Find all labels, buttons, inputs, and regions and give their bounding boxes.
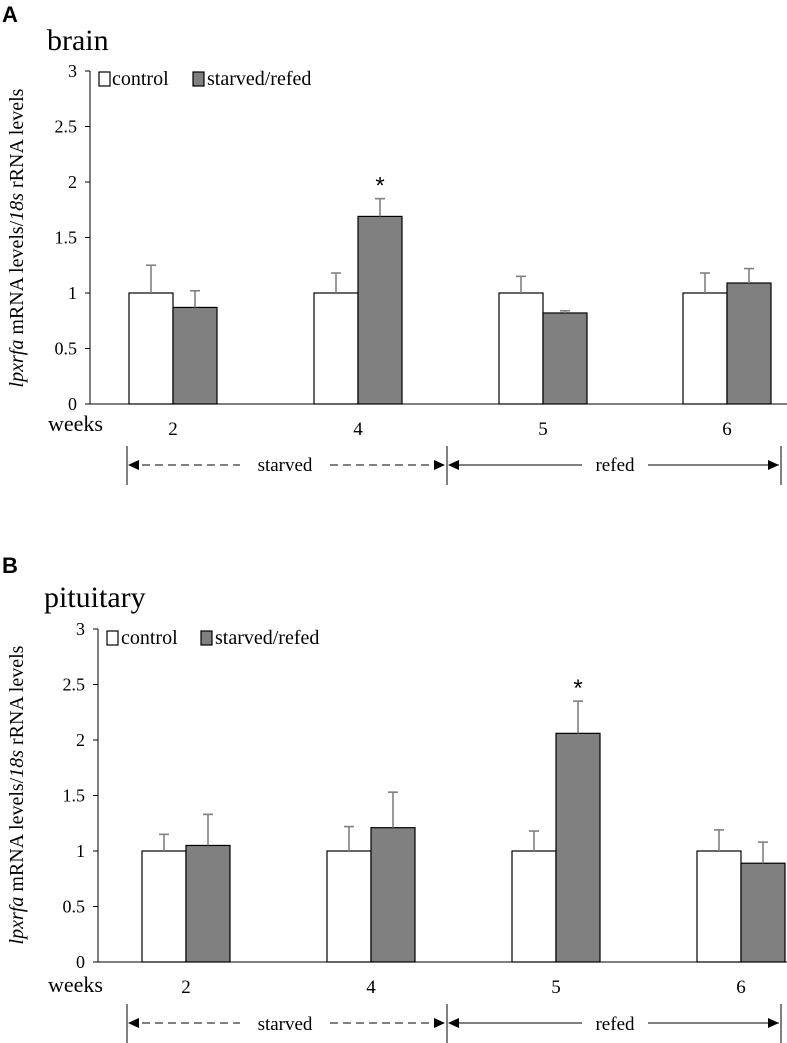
y-tick-label: 3 bbox=[68, 61, 77, 81]
significance-marker: * bbox=[573, 675, 582, 702]
chart-title: pituitary bbox=[44, 581, 146, 614]
legend-label-treated: starved/refed bbox=[207, 68, 311, 90]
bar-treated bbox=[542, 312, 588, 405]
category-label: 6 bbox=[736, 977, 746, 998]
y-tick-label: 2.5 bbox=[63, 675, 86, 695]
legend: control starved/refed bbox=[98, 68, 311, 90]
bar-treated bbox=[740, 862, 786, 963]
category-label: 5 bbox=[538, 419, 548, 440]
bar-control bbox=[682, 292, 728, 405]
phase-label-refed: refed bbox=[595, 455, 635, 476]
legend: control starved/refed bbox=[106, 627, 319, 649]
bar-control bbox=[141, 850, 187, 963]
category-labels: 2 4 5 6 bbox=[168, 419, 732, 440]
bar-treated bbox=[172, 306, 218, 405]
phase-label-starved: starved bbox=[258, 455, 313, 476]
y-tick-labels: 0 0.5 1 1.5 2 2.5 3 bbox=[63, 619, 86, 972]
category-label: 5 bbox=[551, 977, 561, 998]
y-tick-label: 2 bbox=[68, 172, 77, 192]
x-axis-label: weeks bbox=[48, 972, 103, 997]
category-label: 4 bbox=[366, 977, 376, 998]
legend-swatch-control bbox=[98, 71, 111, 87]
category-label: 6 bbox=[722, 419, 732, 440]
category-labels: 2 4 5 6 bbox=[181, 977, 746, 998]
legend-swatch-treated bbox=[200, 630, 213, 646]
category-label: 2 bbox=[181, 977, 191, 998]
y-tick-labels: 0 0.5 1 1.5 2 2.5 3 bbox=[55, 61, 78, 414]
y-tick-label: 3 bbox=[76, 619, 85, 639]
bar-control bbox=[313, 292, 359, 405]
panel-a: A brain 0 0.5 1 1.5 2 2.5 3 * 2 4 5 6 lpxrfa mRNA… bbox=[2, 2, 787, 485]
legend-swatch-control bbox=[106, 630, 119, 646]
y-tick-label: 2 bbox=[76, 730, 85, 750]
bars: * bbox=[128, 173, 772, 405]
bar-control bbox=[511, 850, 557, 963]
y-tick-label: 1 bbox=[76, 841, 85, 861]
bar-control bbox=[498, 292, 544, 405]
y-axis-label: lpxrfa mRNA levels/18s rRNA levels bbox=[6, 645, 28, 944]
y-tick-label: 0.5 bbox=[55, 339, 78, 359]
panel-letter: B bbox=[2, 553, 18, 578]
y-tick-label: 0.5 bbox=[63, 897, 86, 917]
x-axis-label: weeks bbox=[48, 411, 103, 436]
legend-label-control: control bbox=[112, 68, 169, 90]
legend-label-treated: starved/refed bbox=[215, 627, 319, 649]
phase-annotations: starved refed bbox=[126, 1004, 782, 1043]
category-label: 2 bbox=[168, 419, 178, 440]
panel-letter: A bbox=[2, 2, 18, 27]
phase-label-starved: starved bbox=[258, 1014, 313, 1035]
bar-treated bbox=[357, 215, 403, 405]
bar-treated bbox=[185, 844, 231, 963]
panel-b: B pituitary 0 0.5 1 1.5 2 2.5 3 * 2 4 5 6 lpxrfa … bbox=[2, 553, 787, 1043]
bar-treated bbox=[370, 827, 416, 963]
category-label: 4 bbox=[353, 419, 363, 440]
y-tick-label: 1.5 bbox=[63, 786, 86, 806]
legend-label-control: control bbox=[121, 627, 178, 649]
phase-annotations: starved refed bbox=[126, 446, 782, 485]
bar-control bbox=[128, 292, 174, 405]
y-tick-label: 0 bbox=[76, 952, 85, 972]
y-tick-label: 2.5 bbox=[55, 117, 78, 137]
legend-swatch-treated bbox=[192, 71, 205, 87]
y-tick-label: 0 bbox=[68, 394, 77, 414]
bar-treated bbox=[726, 282, 772, 405]
significance-marker: * bbox=[375, 173, 384, 200]
y-axis-label: lpxrfa mRNA levels/18s rRNA levels bbox=[6, 88, 28, 387]
bar-control bbox=[326, 850, 372, 963]
bars: * bbox=[141, 675, 786, 963]
bar-control bbox=[696, 850, 742, 963]
y-tick-label: 1.5 bbox=[55, 228, 78, 248]
bar-treated bbox=[555, 732, 601, 963]
y-tick-label: 1 bbox=[68, 283, 77, 303]
phase-label-refed: refed bbox=[595, 1014, 635, 1035]
chart-title: brain bbox=[47, 24, 109, 57]
